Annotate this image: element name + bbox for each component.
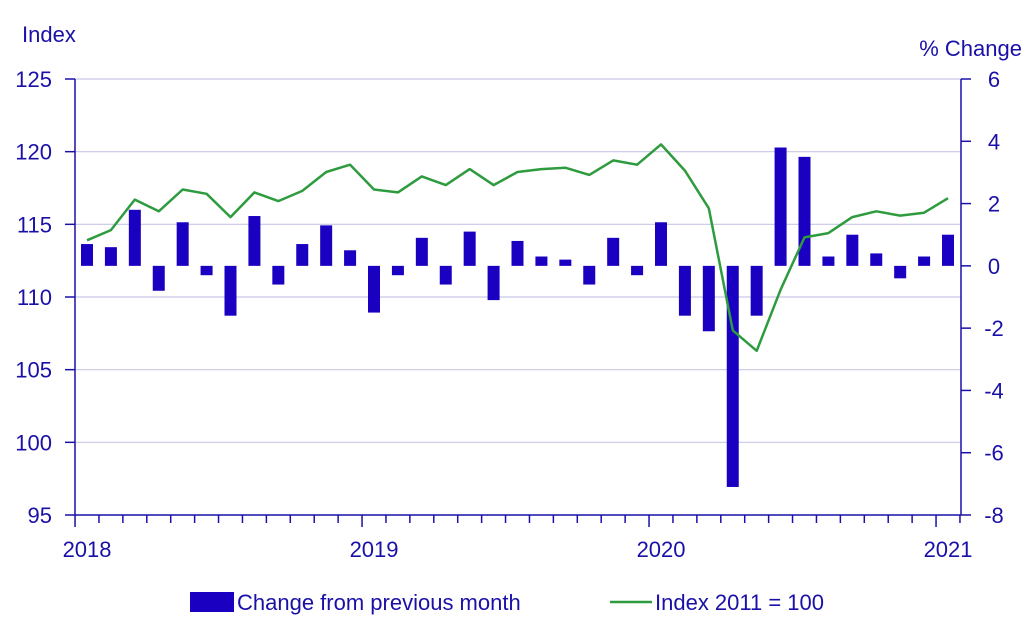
legend-line-label: Index 2011 = 100 — [655, 590, 824, 615]
legend: Change from previous month Index 2011 = … — [190, 590, 824, 615]
right-tick-label: -4 — [984, 378, 1004, 403]
grid-lines — [75, 78, 961, 443]
x-tick-label: 2020 — [637, 537, 686, 562]
left-tick-label: 95 — [28, 503, 52, 528]
bar — [344, 250, 357, 266]
bar — [607, 237, 620, 266]
bar — [391, 265, 404, 276]
bar — [918, 256, 931, 266]
bar — [200, 265, 213, 276]
bar — [822, 256, 835, 266]
bar — [798, 156, 811, 266]
right-axis-label: % Change — [919, 36, 1022, 61]
bar — [487, 265, 500, 301]
bar — [702, 265, 715, 332]
left-tick-label: 110 — [17, 285, 52, 310]
bar — [535, 256, 548, 266]
left-tick-label: 125 — [15, 67, 52, 92]
bar — [942, 234, 954, 266]
bar — [726, 265, 739, 487]
bar — [894, 265, 907, 279]
bar — [176, 222, 189, 266]
right-tick-label: -8 — [984, 503, 1004, 528]
bar — [272, 265, 285, 285]
index-line — [86, 143, 949, 353]
bar — [631, 265, 644, 276]
bar — [511, 240, 524, 266]
bar — [750, 265, 763, 316]
bar — [296, 244, 309, 266]
x-tick-label: 2021 — [924, 537, 973, 562]
bar — [368, 265, 380, 313]
bar — [846, 234, 859, 266]
bar — [152, 265, 165, 291]
x-tick-label: 2018 — [63, 537, 112, 562]
right-tick-label: 2 — [988, 192, 1000, 217]
bar — [248, 216, 261, 266]
right-tick-label: -6 — [984, 441, 1004, 466]
bar — [224, 265, 237, 316]
right-tick-label: 4 — [988, 129, 1000, 154]
bar — [104, 247, 117, 266]
bar — [128, 209, 141, 266]
bar — [320, 225, 333, 266]
bar — [559, 259, 572, 266]
bar — [870, 253, 883, 266]
bar — [583, 265, 596, 285]
right-tick-label: -2 — [984, 316, 1004, 341]
bar — [415, 237, 428, 266]
bar — [678, 265, 691, 316]
left-tick-label: 100 — [15, 430, 52, 455]
x-tick-label: 2019 — [350, 537, 399, 562]
bar — [463, 231, 476, 266]
line-series — [86, 143, 949, 353]
bar — [81, 244, 93, 266]
left-axis-label: Index — [22, 22, 76, 47]
bar — [655, 222, 667, 266]
left-tick-label: 120 — [15, 140, 52, 165]
bar — [774, 147, 787, 266]
bar — [439, 265, 452, 285]
legend-bar-swatch — [190, 592, 234, 612]
axes: 95 100 105 110 115 120 125 -8 -6 -4 -2 0 2 4 6 2018 2019… — [15, 67, 1004, 562]
left-tick-label: 115 — [17, 212, 52, 237]
left-tick-label: 105 — [15, 358, 52, 383]
right-tick-label: 6 — [988, 67, 1000, 92]
legend-bar-label: Change from previous month — [237, 590, 521, 615]
right-tick-label: 0 — [988, 254, 1000, 279]
